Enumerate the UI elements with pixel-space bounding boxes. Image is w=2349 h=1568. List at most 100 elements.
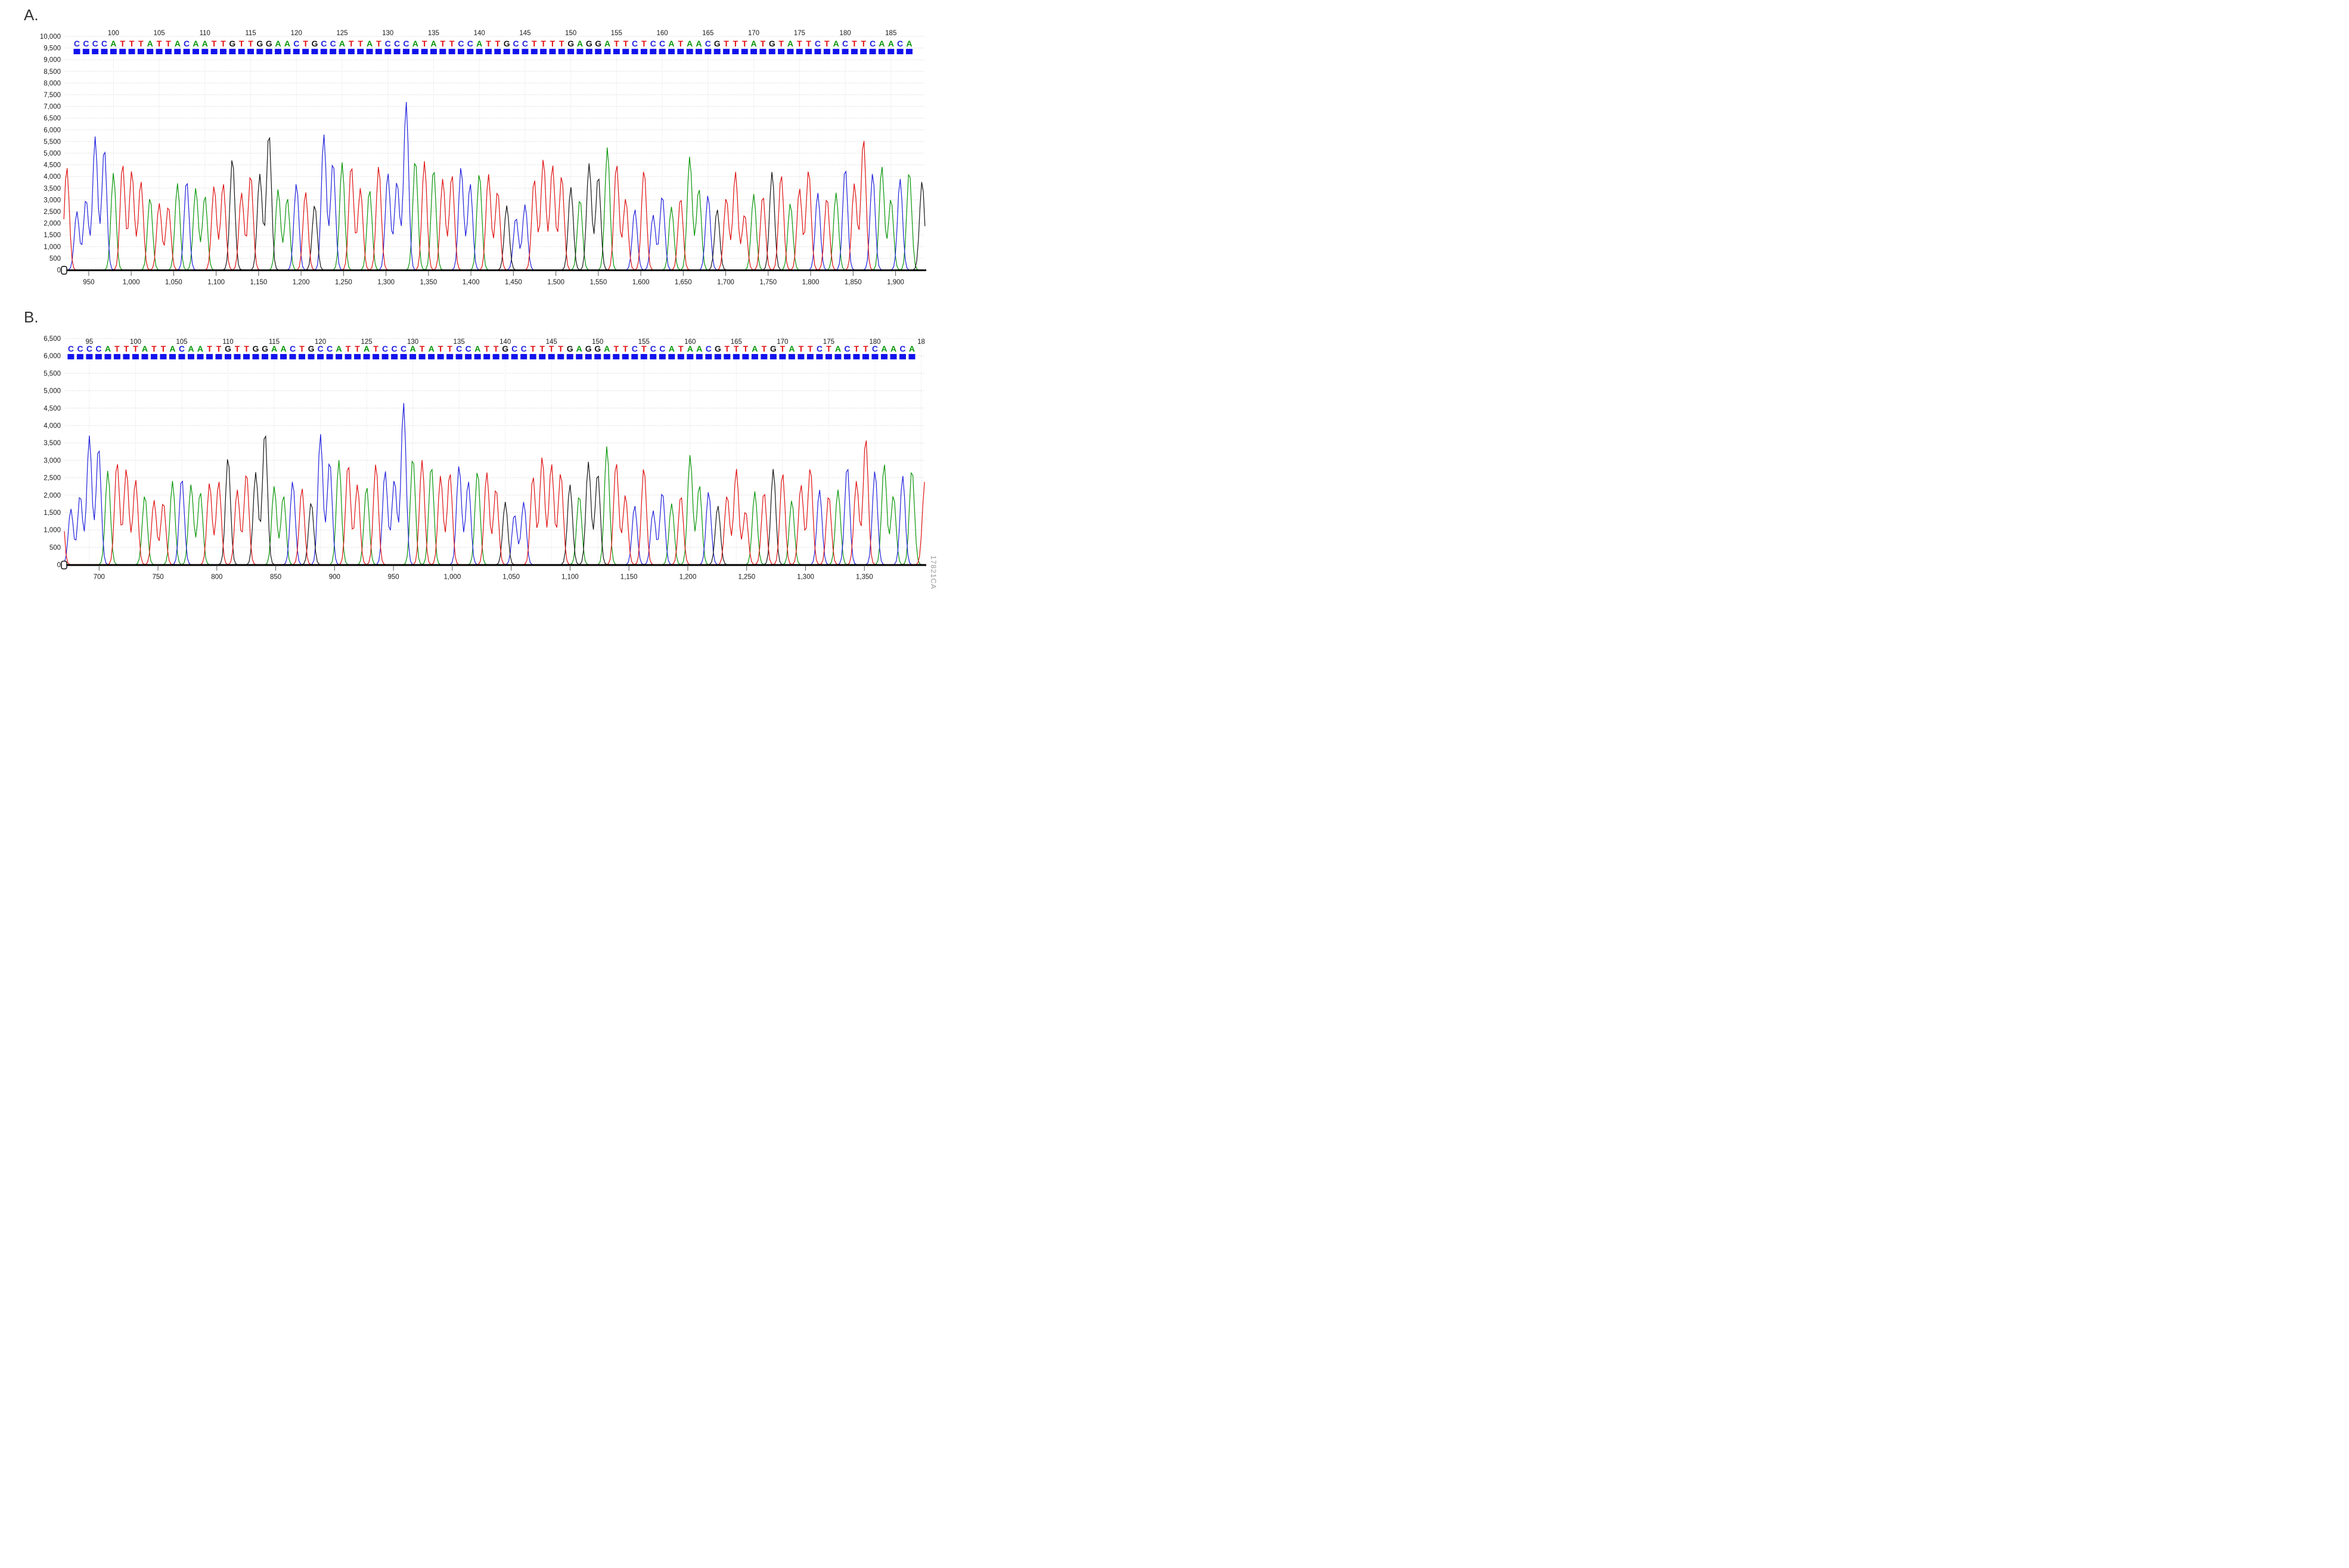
svg-text:165: 165 xyxy=(702,30,713,37)
svg-text:1,250: 1,250 xyxy=(335,279,352,286)
svg-text:180: 180 xyxy=(839,30,851,37)
svg-text:C: C xyxy=(385,39,391,48)
svg-text:C: C xyxy=(184,39,190,48)
svg-text:500: 500 xyxy=(49,544,61,551)
svg-text:0: 0 xyxy=(57,562,61,569)
svg-text:A: A xyxy=(410,344,416,353)
svg-text:1,000: 1,000 xyxy=(44,527,61,534)
svg-text:T: T xyxy=(559,39,564,48)
svg-text:A: A xyxy=(280,344,286,353)
svg-text:C: C xyxy=(817,344,823,353)
svg-text:A: A xyxy=(604,344,610,353)
svg-text:6,500: 6,500 xyxy=(44,115,61,122)
svg-text:2,000: 2,000 xyxy=(44,221,61,228)
svg-text:7,500: 7,500 xyxy=(44,92,61,99)
svg-text:T: T xyxy=(207,344,212,353)
svg-text:A: A xyxy=(909,344,915,353)
svg-text:2,500: 2,500 xyxy=(44,475,61,482)
svg-text:1,400: 1,400 xyxy=(463,279,480,286)
svg-text:18: 18 xyxy=(917,339,925,346)
svg-text:C: C xyxy=(92,39,98,48)
svg-text:T: T xyxy=(743,344,749,353)
svg-text:T: T xyxy=(861,39,866,48)
svg-text:C: C xyxy=(68,344,74,353)
svg-text:2,000: 2,000 xyxy=(44,492,61,499)
svg-text:T: T xyxy=(244,344,249,353)
svg-text:A: A xyxy=(197,344,203,353)
svg-text:115: 115 xyxy=(269,339,280,346)
svg-text:140: 140 xyxy=(499,339,511,346)
svg-text:A: A xyxy=(833,39,839,48)
svg-text:T: T xyxy=(641,344,647,353)
svg-text:4,000: 4,000 xyxy=(44,423,61,430)
svg-text:C: C xyxy=(290,344,296,353)
svg-text:A: A xyxy=(430,39,436,48)
svg-text:C: C xyxy=(513,39,519,48)
svg-text:4,500: 4,500 xyxy=(44,405,61,412)
svg-text:C: C xyxy=(95,344,101,353)
svg-text:1,150: 1,150 xyxy=(620,574,638,581)
svg-text:T: T xyxy=(733,39,738,48)
svg-text:T: T xyxy=(734,344,739,353)
svg-text:C: C xyxy=(86,344,92,353)
svg-text:9,000: 9,000 xyxy=(44,57,61,64)
svg-text:T: T xyxy=(724,39,729,48)
svg-text:1,150: 1,150 xyxy=(250,279,267,286)
svg-text:145: 145 xyxy=(546,339,557,346)
svg-text:130: 130 xyxy=(407,339,418,346)
svg-text:T: T xyxy=(780,344,786,353)
svg-text:A: A xyxy=(835,344,841,353)
svg-text:T: T xyxy=(420,344,425,353)
svg-text:6,000: 6,000 xyxy=(44,127,61,134)
svg-text:C: C xyxy=(382,344,388,353)
svg-text:G: G xyxy=(567,39,574,48)
svg-text:T: T xyxy=(613,344,619,353)
svg-text:1,000: 1,000 xyxy=(443,574,461,581)
svg-text:C: C xyxy=(392,344,398,353)
svg-text:170: 170 xyxy=(777,339,788,346)
svg-text:1,500: 1,500 xyxy=(44,510,61,517)
svg-text:T: T xyxy=(235,344,240,353)
svg-text:1,100: 1,100 xyxy=(207,279,225,286)
svg-text:A: A xyxy=(142,344,148,353)
svg-text:C: C xyxy=(650,39,656,48)
svg-text:T: T xyxy=(532,39,537,48)
svg-text:A: A xyxy=(687,39,693,48)
svg-text:T: T xyxy=(742,39,747,48)
svg-text:4,000: 4,000 xyxy=(44,173,61,181)
svg-text:160: 160 xyxy=(684,339,696,346)
svg-text:6,000: 6,000 xyxy=(44,353,61,360)
svg-text:T: T xyxy=(549,344,554,353)
svg-text:5,000: 5,000 xyxy=(44,388,61,395)
svg-text:T: T xyxy=(376,39,381,48)
svg-text:T: T xyxy=(151,344,157,353)
svg-text:A: A xyxy=(336,344,342,353)
svg-text:T: T xyxy=(166,39,171,48)
svg-text:A: A xyxy=(789,344,795,353)
svg-text:C: C xyxy=(394,39,400,48)
svg-text:C: C xyxy=(101,39,107,48)
svg-text:T: T xyxy=(623,344,628,353)
svg-text:T: T xyxy=(641,39,647,48)
svg-text:T: T xyxy=(157,39,162,48)
svg-text:T: T xyxy=(762,344,767,353)
svg-text:T: T xyxy=(797,39,802,48)
panel-b-chromatogram: 6,500 6,000 5,500 5,000 4,500 4,000 3,500 3,000… xyxy=(44,334,926,581)
svg-text:G: G xyxy=(225,344,231,353)
svg-text:A: A xyxy=(888,39,894,48)
svg-text:T: T xyxy=(138,39,144,48)
svg-text:T: T xyxy=(248,39,253,48)
svg-text:A: A xyxy=(787,39,793,48)
svg-text:G: G xyxy=(229,39,235,48)
svg-text:T: T xyxy=(558,344,563,353)
svg-text:T: T xyxy=(373,344,378,353)
svg-text:950: 950 xyxy=(83,279,94,286)
svg-text:1,350: 1,350 xyxy=(856,574,873,581)
svg-text:110: 110 xyxy=(200,30,210,37)
svg-text:G: G xyxy=(586,39,592,48)
svg-text:T: T xyxy=(824,39,830,48)
svg-text:C: C xyxy=(659,39,665,48)
svg-text:A: A xyxy=(906,39,912,48)
svg-text:145: 145 xyxy=(519,30,530,37)
svg-text:T: T xyxy=(355,344,360,353)
